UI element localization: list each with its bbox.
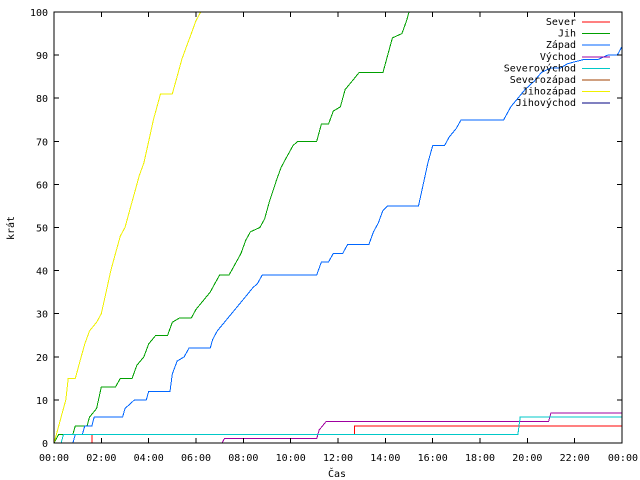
legend-label-4: Východ bbox=[540, 51, 576, 63]
x-tick-label: 18:00 bbox=[465, 453, 495, 464]
series-line-2 bbox=[54, 12, 410, 443]
x-tick-label: 02:00 bbox=[86, 453, 116, 464]
legend-label-6: Severozápad bbox=[510, 74, 576, 86]
legend-label-5: Severovýchod bbox=[504, 62, 576, 74]
x-tick-label: 06:00 bbox=[181, 453, 211, 464]
legend: SeverJihZápadVýchodSeverovýchodSeverozáp… bbox=[504, 17, 610, 109]
y-tick-label: 90 bbox=[36, 51, 48, 62]
x-tick-label: 14:00 bbox=[370, 453, 400, 464]
series-layer bbox=[54, 12, 622, 443]
y-tick-label: 60 bbox=[36, 180, 48, 191]
x-tick-label: 20:00 bbox=[512, 453, 542, 464]
legend-label-2: Jih bbox=[558, 29, 576, 40]
y-tick-label: 20 bbox=[36, 353, 48, 364]
y-tick-label: 40 bbox=[36, 267, 48, 278]
x-tick-label: 16:00 bbox=[418, 453, 448, 464]
x-tick-label: 10:00 bbox=[276, 453, 306, 464]
y-axis-label: krát bbox=[5, 216, 17, 240]
x-tick-label: 08:00 bbox=[228, 453, 258, 464]
series-line-4 bbox=[54, 412, 622, 443]
x-axis-label: Čas bbox=[328, 467, 346, 480]
legend-label-1: Sever bbox=[546, 17, 576, 28]
x-tick-label: 04:00 bbox=[134, 453, 164, 464]
y-tick-label: 0 bbox=[42, 439, 48, 450]
y-tick-label: 80 bbox=[36, 94, 48, 105]
y-tick-label: 10 bbox=[36, 396, 48, 407]
y-tick-label: 50 bbox=[36, 224, 48, 235]
y-tick-label: 70 bbox=[36, 137, 48, 148]
x-tick-label: 00:00 bbox=[39, 453, 69, 464]
legend-label-3: Západ bbox=[546, 39, 576, 51]
x-tick-label: 12:00 bbox=[323, 453, 353, 464]
y-tick-label: 30 bbox=[36, 310, 48, 321]
y-tick-label: 100 bbox=[30, 8, 48, 19]
series-line-5 bbox=[54, 416, 622, 443]
series-line-7 bbox=[54, 12, 202, 443]
legend-label-8: Jihovýchod bbox=[516, 97, 576, 109]
x-tick-label: 00:00 bbox=[608, 453, 638, 464]
series-line-3 bbox=[54, 46, 622, 443]
x-tick-label: 22:00 bbox=[560, 453, 590, 464]
legend-label-7: Jihozápad bbox=[522, 86, 576, 98]
axes-layer: 0 10 20 30 40 50 60 70 80 90 100 00:00 02:00 04:00 06:… bbox=[30, 8, 638, 464]
